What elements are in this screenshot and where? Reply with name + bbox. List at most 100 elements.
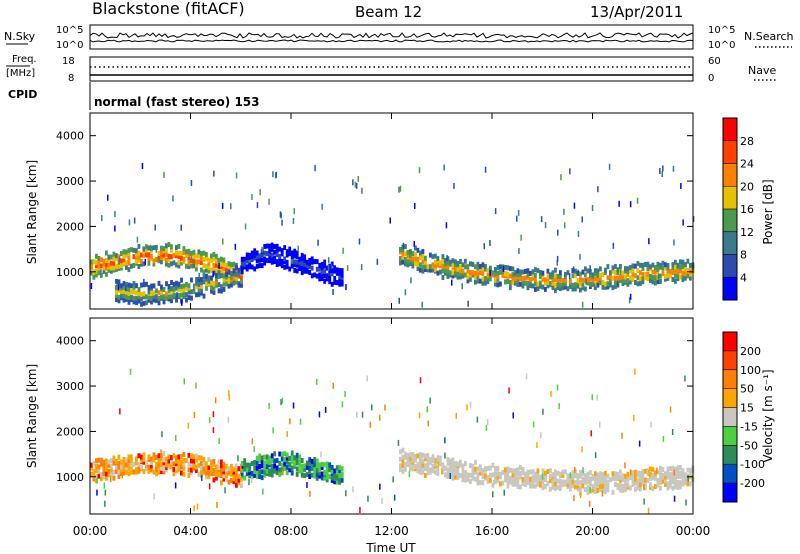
y-tick-label: 1000	[56, 266, 84, 279]
range-cell	[596, 268, 600, 274]
range-cell	[588, 500, 591, 507]
range-cell	[371, 404, 373, 411]
range-cell	[661, 478, 665, 484]
range-cell	[426, 264, 430, 270]
range-cell	[609, 274, 612, 280]
range-cell	[308, 474, 312, 479]
range-cell	[237, 473, 241, 479]
range-cell	[227, 466, 231, 472]
range-cell	[692, 216, 695, 222]
range-cell	[576, 472, 580, 478]
range-cell	[429, 267, 432, 273]
range-cell	[295, 259, 299, 265]
range-cell	[245, 264, 249, 270]
range-cell	[270, 463, 274, 469]
range-cell	[671, 471, 675, 477]
range-cell	[167, 242, 171, 247]
range-cell	[481, 266, 485, 272]
range-cell	[190, 180, 193, 186]
range-cell	[404, 257, 407, 262]
range-cell	[676, 480, 680, 485]
range-cell	[689, 275, 692, 281]
range-cell	[411, 251, 415, 257]
range-cell	[230, 466, 233, 472]
range-cell	[100, 457, 103, 463]
range-cell	[150, 460, 153, 465]
range-cell	[541, 273, 545, 279]
range-cell	[142, 249, 146, 255]
range-cell	[536, 442, 538, 449]
range-cell	[190, 470, 193, 476]
colorbar-tick-label: 20	[740, 180, 754, 193]
range-cell	[197, 249, 201, 255]
range-cell	[674, 259, 677, 265]
range-cell	[170, 247, 173, 253]
range-cell	[454, 466, 457, 472]
range-cell	[591, 280, 595, 286]
range-cell	[673, 495, 676, 502]
range-cell	[135, 460, 138, 466]
range-cell	[165, 462, 168, 468]
range-cell	[95, 268, 98, 274]
range-cell	[474, 279, 477, 285]
range-cell	[559, 282, 562, 288]
range-cell	[551, 280, 555, 286]
range-cell	[140, 454, 143, 460]
range-cell	[210, 257, 213, 263]
range-cell	[100, 461, 103, 467]
range-cell	[313, 467, 317, 472]
colorbar-swatch	[723, 254, 737, 278]
range-cell	[439, 460, 442, 466]
range-cell	[604, 281, 607, 287]
range-cell	[105, 258, 108, 263]
range-cell	[333, 279, 337, 285]
range-cell	[449, 270, 452, 276]
range-cell	[451, 475, 455, 481]
range-cell	[258, 253, 262, 259]
range-cell	[684, 472, 687, 478]
range-cell	[584, 479, 587, 485]
range-cell	[676, 465, 680, 471]
range-cell	[212, 411, 215, 418]
range-cell	[361, 187, 363, 194]
range-cell	[90, 266, 93, 272]
range-cell	[259, 189, 261, 196]
range-cell	[511, 481, 515, 487]
range-cell	[212, 270, 216, 276]
range-cell	[459, 264, 462, 270]
noise-right-tick-top: 10^5	[708, 25, 735, 36]
range-cell	[222, 238, 224, 245]
range-cell	[361, 411, 364, 418]
range-cell	[268, 471, 272, 477]
range-cell	[609, 477, 612, 483]
range-cell	[571, 470, 575, 476]
range-cell	[142, 246, 146, 252]
range-cell	[235, 279, 238, 285]
range-cell	[594, 471, 597, 477]
colorbar-tick-label: -100	[740, 458, 765, 471]
range-cell	[494, 466, 497, 472]
range-cell	[621, 477, 625, 483]
range-cell	[479, 278, 482, 284]
range-cell	[599, 486, 602, 492]
range-cell	[122, 457, 126, 462]
range-cell	[606, 284, 610, 290]
range-cell	[280, 456, 284, 462]
range-cell	[112, 475, 116, 481]
range-cell	[666, 470, 670, 476]
range-cell	[511, 472, 515, 478]
range-cell	[561, 280, 565, 286]
range-cell	[564, 284, 567, 290]
range-cell	[526, 480, 530, 486]
range-cell	[671, 270, 675, 276]
range-cell	[451, 466, 455, 472]
velocity-colorbar-label: Velocity [m s⁻¹]	[761, 369, 775, 462]
range-cell	[687, 475, 689, 482]
range-cell	[357, 175, 359, 182]
range-cell	[421, 458, 425, 464]
range-cell	[419, 469, 422, 475]
range-cell	[676, 274, 680, 279]
range-cell	[125, 264, 128, 270]
range-cell	[200, 255, 203, 261]
range-cell	[210, 267, 213, 273]
